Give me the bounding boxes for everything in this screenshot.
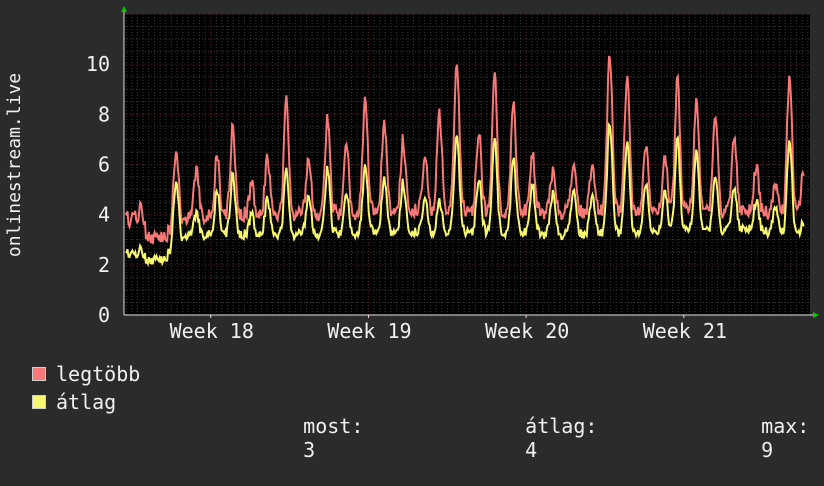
x-axis-arrow-icon — [813, 312, 819, 318]
chart: 0 2 4 6 8 10 Week 18 Week 19 Week 20 Week 21 onli… — [4, 6, 819, 343]
y-axis-arrow-icon — [121, 6, 127, 12]
y-tick-label: 6 — [98, 153, 110, 177]
series-line-max — [124, 55, 805, 245]
series-layer — [124, 55, 805, 268]
y-axis-label: onlinestream.live — [4, 73, 25, 257]
stat-max-value: 9 — [761, 438, 774, 462]
y-tick-label: 4 — [98, 203, 110, 227]
x-tick-label: Week 18 — [170, 319, 254, 343]
y-tick-label: 8 — [98, 102, 110, 126]
stat-avg-value: 4 — [525, 438, 538, 462]
tick-labels: 0 2 4 6 8 10 Week 18 Week 19 Week 20 Week 21 — [86, 52, 727, 343]
y-tick-label: 0 — [98, 303, 110, 327]
series-line-avg — [125, 121, 805, 268]
y-tick-label: 10 — [86, 52, 110, 76]
axes — [121, 6, 819, 318]
stat-now-value: 3 — [303, 438, 316, 462]
x-tick-label: Week 19 — [327, 319, 411, 343]
x-tick-label: Week 21 — [643, 319, 727, 343]
y-tick-label: 2 — [98, 253, 110, 277]
x-tick-label: Week 20 — [485, 319, 569, 343]
